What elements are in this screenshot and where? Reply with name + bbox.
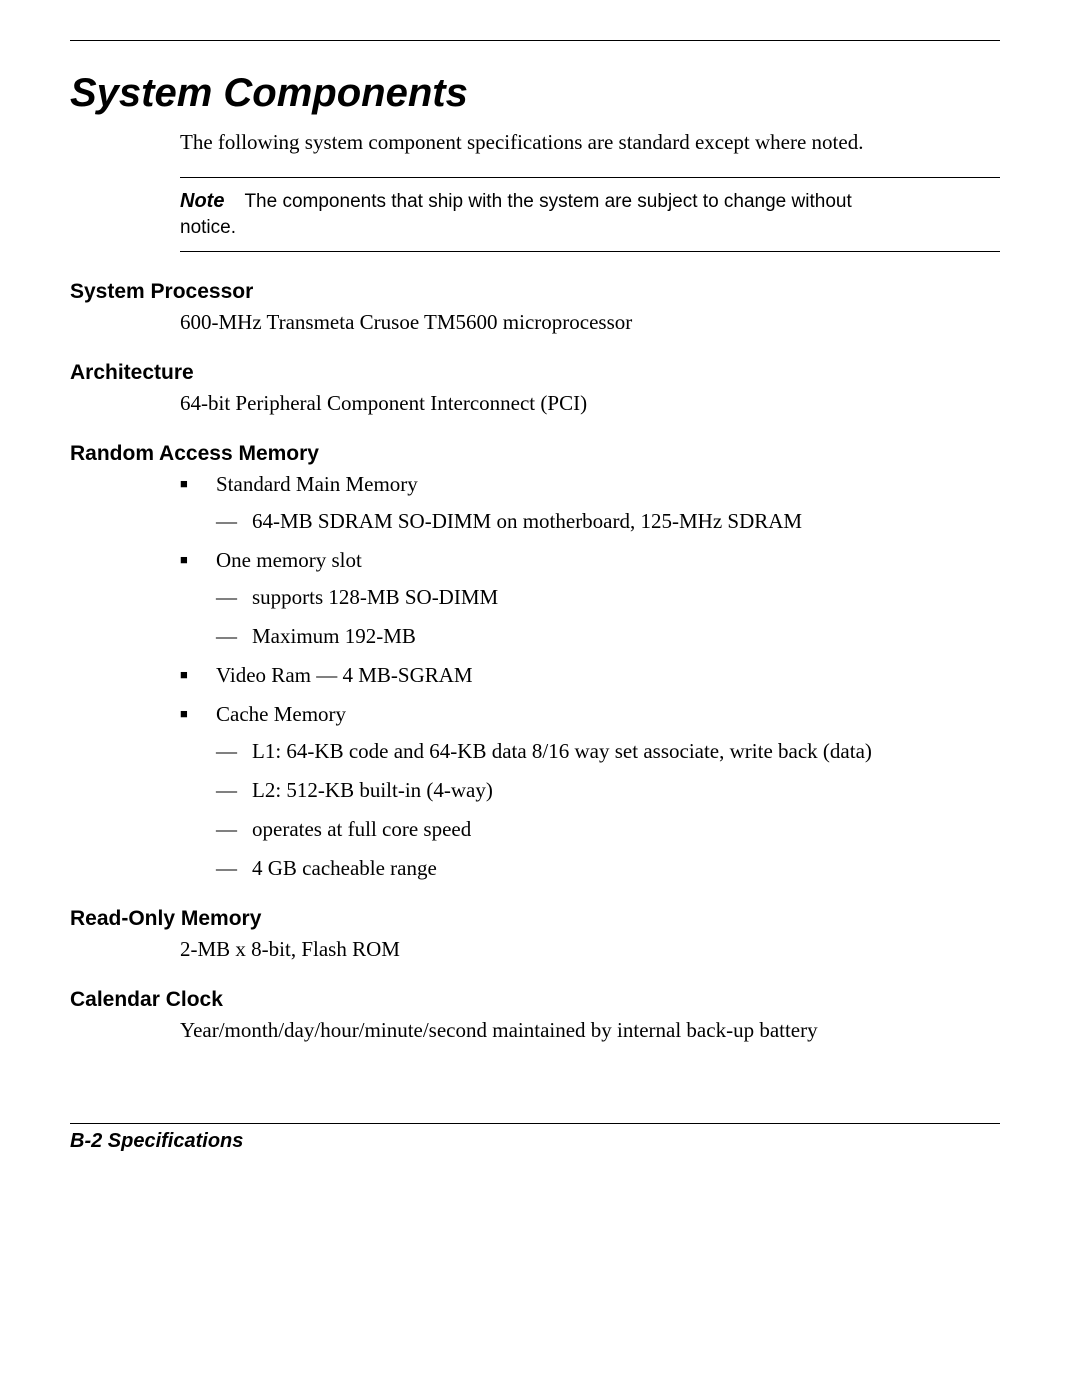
page-title: System Components <box>70 71 1000 116</box>
list-item-label: One memory slot <box>216 548 362 572</box>
section-head-ram: Random Access Memory <box>70 442 1000 466</box>
ram-list: Standard Main Memory 64-MB SDRAM SO-DIMM… <box>180 472 1000 881</box>
note-text-line2: notice. <box>180 217 236 238</box>
section-head-clock: Calendar Clock <box>70 988 1000 1012</box>
architecture-body: 64-bit Peripheral Component Interconnect… <box>180 391 1000 416</box>
intro-paragraph: The following system component specifica… <box>180 130 1000 155</box>
sub-list-item: operates at full core speed <box>216 817 1000 842</box>
top-rule <box>70 40 1000 41</box>
list-item: One memory slot supports 128-MB SO-DIMM … <box>180 548 1000 649</box>
list-item: Video Ram — 4 MB-SGRAM <box>180 663 1000 688</box>
rom-body: 2-MB x 8-bit, Flash ROM <box>180 937 1000 962</box>
section-head-rom: Read-Only Memory <box>70 907 1000 931</box>
list-item-label: Video Ram — 4 MB-SGRAM <box>216 663 473 687</box>
page: System Components The following system c… <box>0 0 1080 1193</box>
note-block: Note The components that ship with the sy… <box>180 177 1000 252</box>
sub-list: supports 128-MB SO-DIMM Maximum 192-MB <box>216 585 1000 649</box>
sub-list-item: L2: 512-KB built-in (4-way) <box>216 778 1000 803</box>
sub-list: 64-MB SDRAM SO-DIMM on motherboard, 125-… <box>216 509 1000 534</box>
note-text-line1: The components that ship with the system… <box>244 191 851 212</box>
sub-list-item: 4 GB cacheable range <box>216 856 1000 881</box>
system-processor-body: 600-MHz Transmeta Crusoe TM5600 micropro… <box>180 310 1000 335</box>
sub-list-item: Maximum 192-MB <box>216 624 1000 649</box>
sub-list-item: L1: 64-KB code and 64-KB data 8/16 way s… <box>216 739 1000 764</box>
section-head-architecture: Architecture <box>70 361 1000 385</box>
section-head-system-processor: System Processor <box>70 280 1000 304</box>
sub-list-item: supports 128-MB SO-DIMM <box>216 585 1000 610</box>
list-item: Standard Main Memory 64-MB SDRAM SO-DIMM… <box>180 472 1000 534</box>
sub-list: L1: 64-KB code and 64-KB data 8/16 way s… <box>216 739 1000 881</box>
note-label: Note <box>180 190 224 212</box>
footer-rule: B-2 Specifications <box>70 1123 1000 1153</box>
clock-body: Year/month/day/hour/minute/second mainta… <box>180 1018 1000 1043</box>
list-item-label: Standard Main Memory <box>216 472 418 496</box>
sub-list-item: 64-MB SDRAM SO-DIMM on motherboard, 125-… <box>216 509 1000 534</box>
list-item-label: Cache Memory <box>216 702 346 726</box>
list-item: Cache Memory L1: 64-KB code and 64-KB da… <box>180 702 1000 881</box>
footer-text: B-2 Specifications <box>70 1130 243 1152</box>
